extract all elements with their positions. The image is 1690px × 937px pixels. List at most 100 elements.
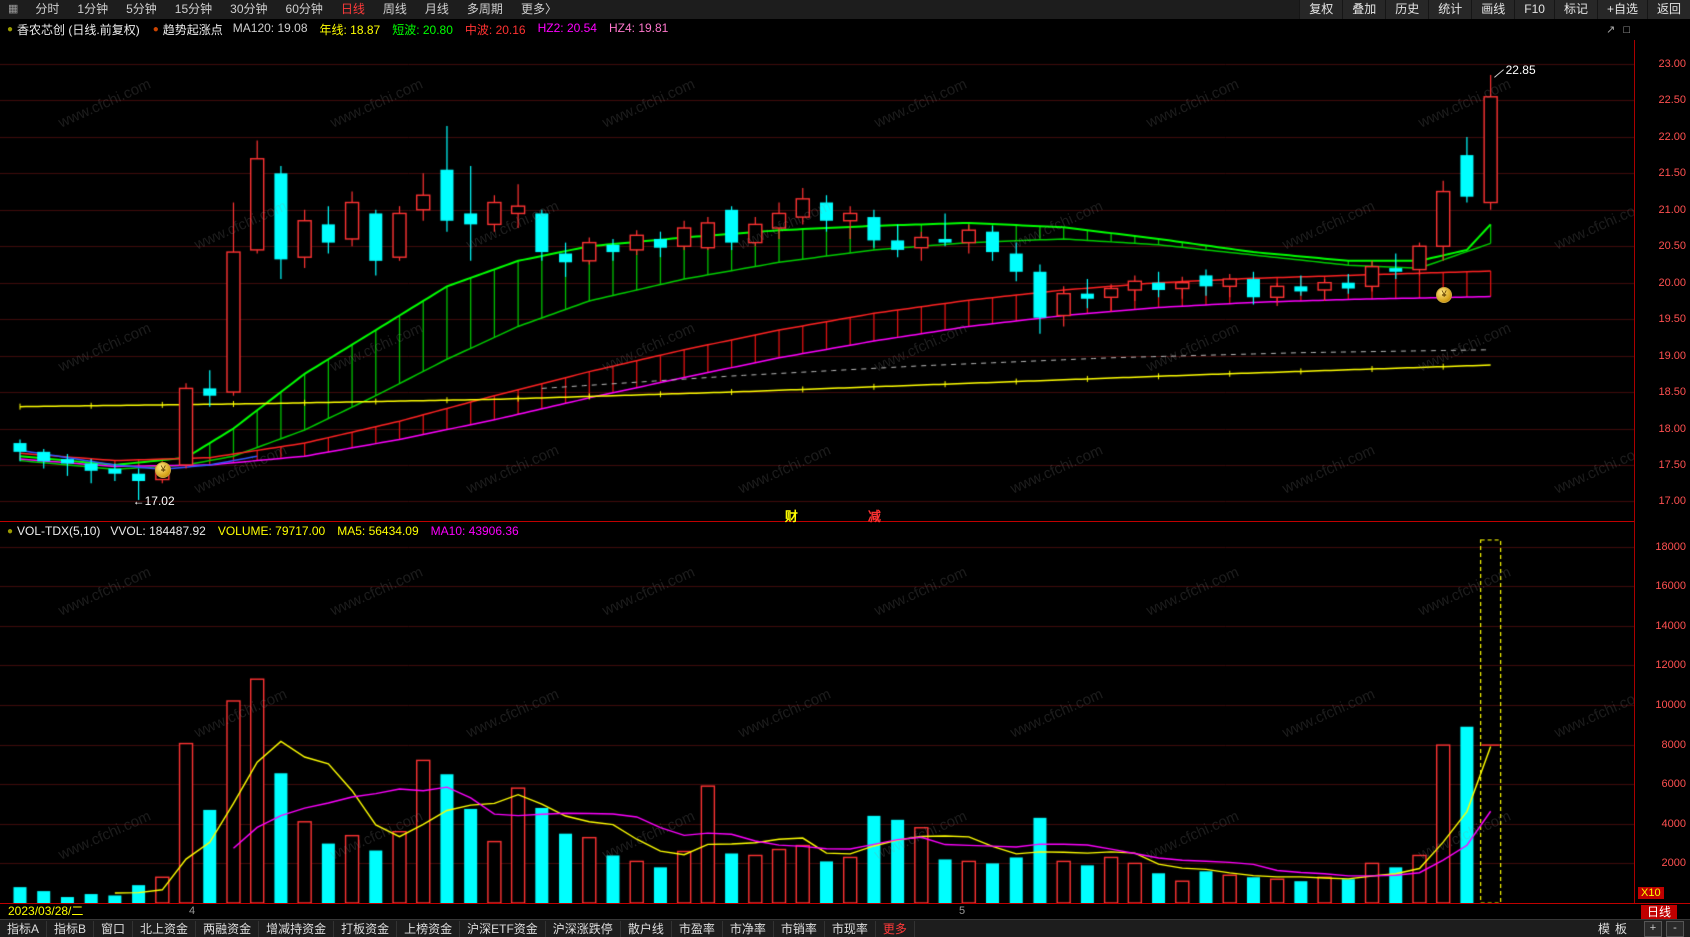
main-chart-canvas[interactable] (0, 40, 1634, 521)
indicator-value: 年线: 18.87 (319, 23, 381, 37)
bottombar-item[interactable]: 指标B (47, 920, 95, 937)
indicator-value: HZ4: 19.81 (608, 21, 669, 35)
period-item[interactable]: 多周期 (466, 2, 503, 16)
volume-chart-canvas[interactable] (0, 539, 1634, 903)
stock-icon: ● (7, 24, 14, 35)
period-tabs: 分时 1分钟 5分钟 15分钟 30分钟 60分钟 日线 周线 月线 多周期 更多〉 (26, 0, 566, 19)
volume-value: VVOL: 184487.92 (110, 523, 206, 538)
date-row: 2023/03/28/二 日线 4 5 (0, 903, 1690, 920)
price-axis-label: 19.50 (1658, 313, 1686, 326)
bottombar-item[interactable]: 指标A (0, 920, 48, 937)
bottombar-item[interactable]: 两融资金 (196, 920, 260, 937)
indicator-values: MA120: 19.08 年线: 18.87 短波: 20.80 中波: 20.16 H… (233, 21, 681, 38)
menu-grid-icon[interactable]: ▦ (8, 3, 19, 15)
period-item[interactable]: 日线 (340, 2, 365, 16)
bottombar-item[interactable]: 北上资金 (133, 920, 197, 937)
price-axis-label: 20.00 (1658, 276, 1686, 289)
expand-icon[interactable]: ↗ (1606, 24, 1616, 36)
toolbar-button[interactable]: 叠加 (1342, 0, 1386, 19)
bottombar-item[interactable]: 市销率 (774, 920, 825, 937)
bottombar-item[interactable]: 市盈率 (672, 920, 723, 937)
topbar-tools: 复权 叠加 历史 统计 画线 F10 标记 +自选 返回 (1299, 0, 1690, 19)
price-axis-label: 19.00 (1658, 349, 1686, 362)
volume-axis-label: 4000 (1661, 817, 1686, 830)
zoom-in-button[interactable]: + (1644, 921, 1662, 937)
price-axis-label: 17.00 (1658, 495, 1686, 508)
bottombar-item[interactable]: 沪深涨跌停 (546, 920, 621, 937)
period-badge[interactable]: 日线 (1641, 905, 1678, 919)
period-item[interactable]: 5分钟 (126, 2, 157, 16)
volume-axis-label: 16000 (1655, 580, 1686, 593)
more-button[interactable]: 更多 (876, 920, 915, 937)
toolbar-button[interactable]: +自选 (1596, 0, 1647, 19)
price-axis-label: 17.50 (1658, 458, 1686, 471)
infobar-corner-icons: ↗ □ (1598, 23, 1630, 36)
volume-indicator-icon: ● (7, 525, 14, 537)
period-item[interactable]: 月线 (424, 2, 449, 16)
volume-values: VVOL: 184487.92 VOLUME: 79717.00 MA5: 5643… (110, 523, 530, 540)
bottombar-item[interactable]: 窗口 (94, 920, 134, 937)
period-item[interactable]: 60分钟 (285, 2, 323, 16)
current-date-label: 2023/03/28/二 (8, 904, 84, 918)
price-axis-label: 22.50 (1658, 94, 1686, 107)
price-axis-label: 18.50 (1658, 386, 1686, 399)
period-item[interactable]: 15分钟 (174, 2, 213, 16)
toolbar-button[interactable]: 返回 (1646, 0, 1690, 19)
bottom-toolbar-items: 指标A 指标B 窗口 北上资金 两融资金 增减持资金 打板资金 上榜资金 沪深ETF资金 沪深涨跌… (0, 920, 876, 937)
volume-header: ● VOL-TDX(5,10) VVOL: 184487.92 VOLUME: 7… (0, 521, 1634, 540)
bottombar-item[interactable]: 市现率 (825, 920, 876, 937)
volume-value: MA5: 56434.09 (337, 523, 419, 538)
period-item[interactable]: 分时 (35, 2, 60, 16)
bottombar-item[interactable]: 增减持资金 (259, 920, 335, 937)
toolbar-button[interactable]: 历史 (1385, 0, 1429, 19)
volume-value: VOLUME: 79717.00 (217, 523, 326, 538)
infobar: ● 香农芯创 (日线.前复权) ● 趋势起涨点 MA120: 19.08 年线: … (0, 19, 1690, 40)
toolbar-button[interactable]: 统计 (1428, 0, 1472, 19)
period-item[interactable]: 周线 (382, 2, 407, 16)
topbar: ▦ 分时 1分钟 5分钟 15分钟 30分钟 60分钟 日线 周线 月线 多周期 更多〉 复权 叠加历… (0, 0, 1690, 19)
volume-axis-label: 10000 (1655, 698, 1686, 711)
bottombar-item[interactable]: 沪深ETF资金 (460, 920, 546, 937)
volume-value: MA10: 43906.36 (430, 523, 519, 538)
bottombar-item[interactable]: 市净率 (723, 920, 774, 937)
bottom-toolbar-right: 模板 + - (1598, 921, 1690, 937)
indicator-name: 趋势起涨点 (162, 23, 223, 37)
template-button[interactable]: 模板 (1597, 921, 1632, 936)
price-axis-label: 18.00 (1658, 422, 1686, 435)
period-item[interactable]: 30分钟 (230, 2, 268, 16)
indicator-value: MA120: 19.08 (232, 21, 308, 35)
zoom-out-button[interactable]: - (1666, 921, 1684, 937)
volume-axis-label: 18000 (1655, 540, 1686, 553)
toolbar-button[interactable]: 复权 (1299, 0, 1343, 19)
bottombar-item[interactable]: 上榜资金 (397, 920, 461, 937)
volume-axis-label: 2000 (1661, 857, 1686, 870)
volume-axis-label: 14000 (1655, 619, 1686, 632)
volume-indicator-title[interactable]: VOL-TDX(5,10) (17, 523, 101, 538)
month-marker: 4 (189, 905, 196, 917)
indicator-value: 短波: 20.80 (392, 23, 453, 37)
period-item[interactable]: 更多〉 (520, 2, 557, 16)
period-item[interactable]: 1分钟 (77, 2, 109, 16)
volume-multiplier-badge: X10 (1638, 887, 1664, 899)
window-icon[interactable]: □ (1623, 24, 1630, 36)
volume-axis-label: 6000 (1661, 778, 1686, 791)
price-axis[interactable]: X10 23.00 22.50 22.00 21.50 21.00 20.50 20.00 1… (1634, 40, 1690, 903)
toolbar-button[interactable]: 画线 (1471, 0, 1515, 19)
stock-name[interactable]: 香农芯创 (日线.前复权) (17, 23, 140, 37)
month-marker: 5 (959, 905, 966, 917)
price-axis-label: 23.00 (1658, 58, 1686, 70)
price-axis-label: 21.50 (1658, 167, 1686, 180)
bottom-toolbar: 指标A 指标B 窗口 北上资金 两融资金 增减持资金 打板资金 上榜资金 沪深ETF资金 沪深涨跌… (0, 919, 1690, 937)
indicator-value: HZ2: 20.54 (537, 21, 597, 35)
volume-axis-label: 12000 (1655, 659, 1686, 672)
indicator-value: 中波: 20.16 (464, 23, 526, 37)
toolbar-button[interactable]: F10 (1514, 0, 1554, 19)
toolbar-button[interactable]: 标记 (1553, 0, 1597, 19)
price-axis-label: 22.00 (1658, 130, 1686, 143)
bottombar-item[interactable]: 打板资金 (334, 920, 398, 937)
volume-axis-label: 8000 (1661, 738, 1686, 751)
indicator-icon: ● (152, 24, 159, 35)
price-axis-label: 20.50 (1658, 240, 1686, 253)
bottombar-item[interactable]: 散户线 (621, 920, 672, 937)
